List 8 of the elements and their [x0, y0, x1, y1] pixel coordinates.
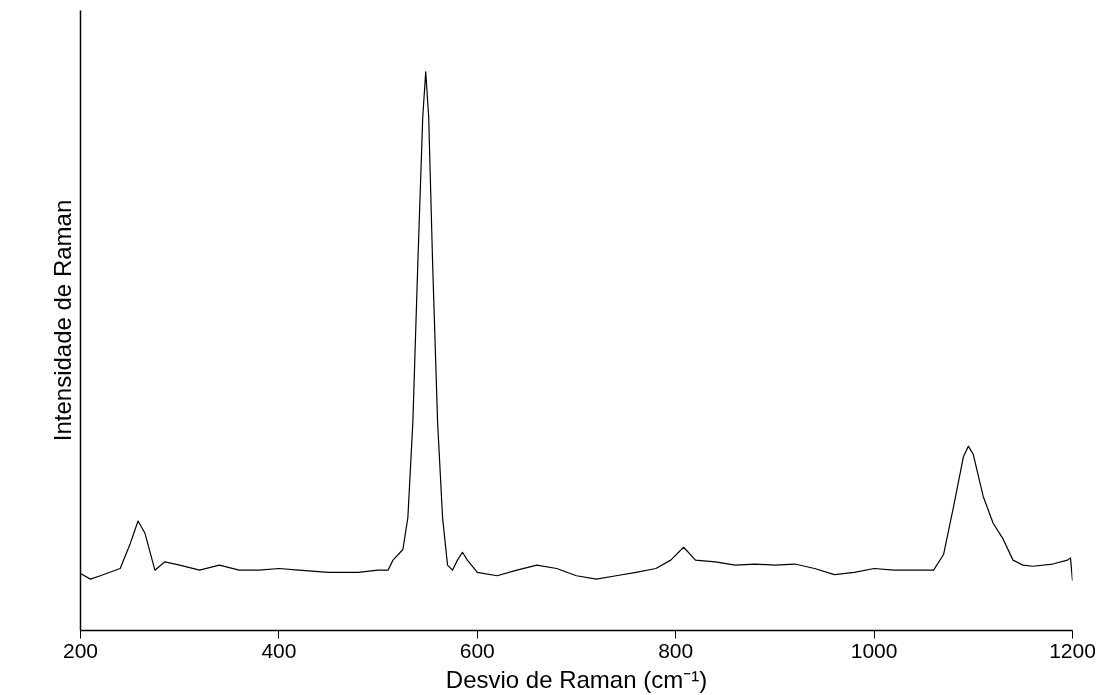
- x-tick-label: 1000: [850, 638, 898, 662]
- y-axis-title: Intensidade de Raman: [48, 199, 76, 442]
- x-tick-label: 200: [62, 638, 99, 662]
- x-axis-title: Desvio de Raman (cm⁻¹): [445, 665, 708, 693]
- x-tick-label: 1200: [1049, 638, 1096, 662]
- x-tick-label: 600: [459, 638, 495, 662]
- x-tick-label: 400: [261, 638, 297, 662]
- x-tick-label: 800: [658, 638, 694, 662]
